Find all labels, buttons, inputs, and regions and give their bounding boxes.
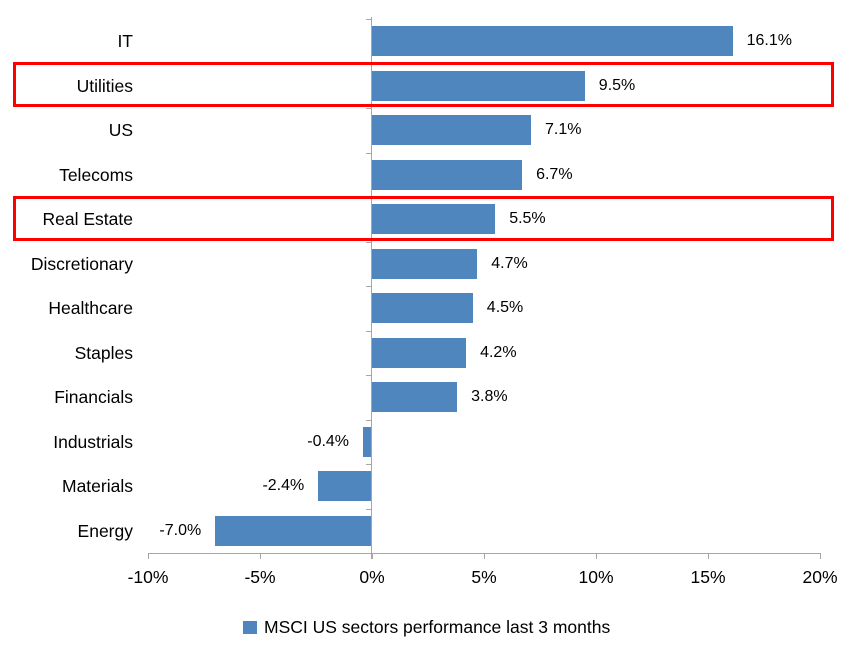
category-label: Industrials [53, 431, 133, 452]
x-axis-tick-label: 0% [359, 567, 385, 587]
bar [372, 337, 467, 368]
bar-value-label: 5.5% [509, 210, 546, 228]
bar [318, 471, 372, 502]
bar-value-label: -7.0% [159, 521, 202, 539]
legend-label: MSCI US sectors performance last 3 month… [264, 617, 611, 637]
category-label: Discretionary [30, 253, 133, 274]
legend: MSCI US sectors performance last 3 month… [243, 615, 610, 639]
bar-value-label: 6.7% [536, 165, 573, 183]
x-axis-tick-label: 10% [578, 567, 614, 587]
x-axis-tick-label: -10% [127, 567, 169, 587]
bar-value-label: 16.1% [746, 32, 792, 50]
bar-value-label: 4.2% [480, 343, 517, 361]
category-tick [366, 464, 372, 465]
category-tick [366, 153, 372, 154]
category-tick [366, 19, 372, 20]
x-axis-tick [820, 553, 821, 559]
bar-value-label: 9.5% [598, 76, 636, 94]
category-tick [366, 242, 372, 243]
category-tick [366, 420, 372, 421]
category-label: Telecoms [59, 164, 133, 185]
bar-value-label: -0.4% [307, 432, 350, 450]
category-tick [366, 331, 372, 332]
x-axis-tick [484, 553, 485, 559]
category-tick [366, 509, 372, 510]
bar [215, 515, 372, 546]
highlight-box-real-estate [13, 195, 834, 241]
category-label: Utilities [76, 75, 133, 96]
category-label: Energy [77, 520, 133, 541]
highlight-box-utilities [13, 62, 834, 107]
category-label: Financials [54, 387, 133, 408]
x-axis-tick-label: -5% [244, 567, 276, 587]
bar-value-label: 4.5% [486, 299, 524, 317]
category-tick [366, 108, 372, 109]
zero-baseline [371, 17, 372, 559]
x-axis-tick [260, 553, 261, 559]
category-label: Materials [62, 476, 133, 497]
bar [372, 204, 496, 235]
bar [372, 382, 458, 413]
category-tick [366, 286, 372, 287]
bar [372, 248, 478, 279]
x-axis-tick-label: 20% [802, 567, 838, 587]
category-label: Staples [74, 342, 133, 363]
bar-value-label: 3.8% [471, 388, 508, 406]
bar-value-label: 7.1% [545, 121, 582, 139]
x-axis-tick [708, 553, 709, 559]
bar-value-label: 4.7% [491, 254, 528, 272]
bar [372, 26, 733, 57]
x-axis-tick [148, 553, 149, 559]
x-axis-tick [596, 553, 597, 559]
x-axis-tick [372, 553, 373, 559]
category-label: Real Estate [42, 209, 133, 230]
bar-value-label: -2.4% [262, 477, 305, 495]
x-axis-tick-label: 15% [690, 567, 726, 587]
bar [372, 159, 523, 190]
category-label: IT [117, 31, 133, 52]
legend-swatch-icon [243, 620, 257, 634]
bar [372, 70, 585, 101]
bar [372, 293, 473, 324]
bar [363, 426, 372, 457]
bar [372, 115, 532, 146]
x-axis-tick-label: 5% [471, 567, 497, 587]
category-tick [366, 375, 372, 376]
category-label: US [108, 120, 133, 141]
category-label: Healthcare [48, 298, 133, 319]
